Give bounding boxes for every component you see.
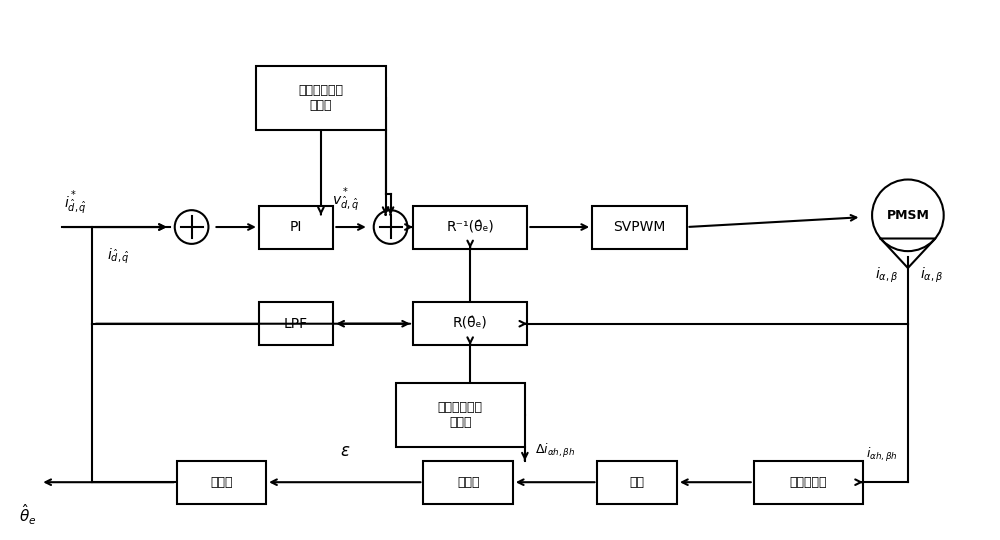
Text: 无滤波方案: 无滤波方案 [790, 476, 827, 489]
Bar [259, 206, 333, 248]
Text: 随机解调信号
发生器: 随机解调信号 发生器 [438, 401, 483, 429]
Circle shape [374, 210, 407, 244]
Bar [597, 461, 677, 504]
Bar [592, 206, 687, 248]
Bar [177, 461, 266, 504]
Text: SVPWM: SVPWM [613, 220, 665, 234]
Text: 随机注入信号
发生器: 随机注入信号 发生器 [298, 84, 343, 112]
Text: $i_{\alpha,\beta}$: $i_{\alpha,\beta}$ [920, 266, 943, 285]
Text: $i_{\alpha,\beta}$: $i_{\alpha,\beta}$ [875, 266, 898, 285]
Text: PI: PI [290, 220, 302, 234]
Bar [423, 461, 513, 504]
Bar [754, 461, 863, 504]
Text: $\Delta i_{\alpha h,\beta h}$: $\Delta i_{\alpha h,\beta h}$ [535, 442, 575, 460]
Text: LPF: LPF [284, 317, 308, 330]
Text: $i_{\hat{d},\hat{q}}$: $i_{\hat{d},\hat{q}}$ [107, 247, 130, 266]
Circle shape [175, 210, 208, 244]
Text: R⁻¹(θ̂ₑ): R⁻¹(θ̂ₑ) [446, 220, 494, 234]
Text: $\varepsilon$: $\varepsilon$ [340, 442, 350, 460]
Bar [396, 383, 525, 447]
Bar [256, 66, 386, 130]
Bar [259, 302, 333, 345]
Text: $\hat{\theta}_e$: $\hat{\theta}_e$ [19, 502, 36, 526]
Bar [413, 302, 527, 345]
Circle shape [872, 179, 944, 251]
Text: $i_{\alpha h,\beta h}$: $i_{\alpha h,\beta h}$ [866, 447, 898, 464]
Bar [413, 206, 527, 248]
Text: 解调: 解调 [630, 476, 645, 489]
Text: $i^*_{\hat{d},\hat{q}}$: $i^*_{\hat{d},\hat{q}}$ [64, 189, 87, 217]
Text: R(θ̂ₑ): R(θ̂ₑ) [453, 317, 488, 330]
Text: $v^*_{\hat{d},\hat{q}}$: $v^*_{\hat{d},\hat{q}}$ [332, 186, 359, 214]
Text: PMSM: PMSM [886, 209, 929, 222]
Text: 观测器: 观测器 [210, 476, 233, 489]
Text: 归一化: 归一化 [457, 476, 479, 489]
